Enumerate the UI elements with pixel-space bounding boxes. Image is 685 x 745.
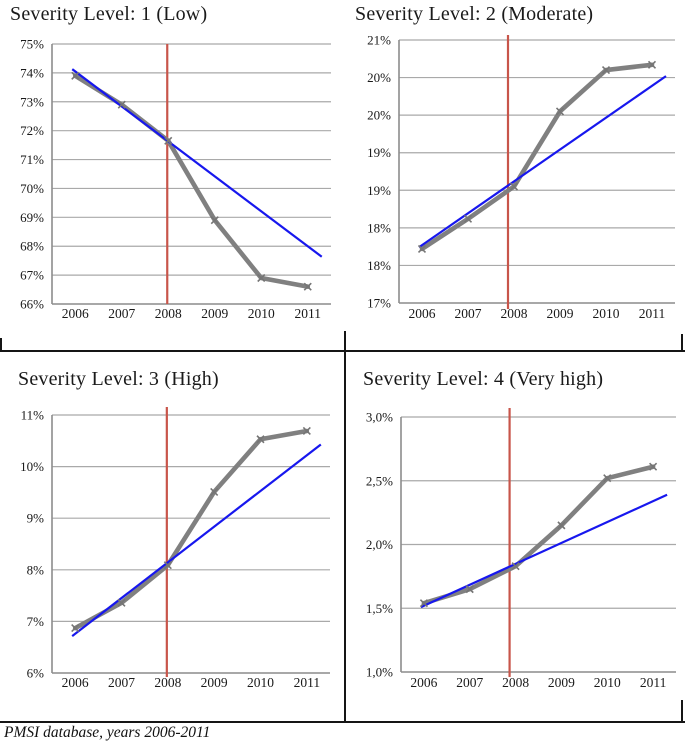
chart-title: Severity Level: 4 (Very high) [363,368,604,390]
svg-text:19%: 19% [367,145,391,160]
border-tick-right-bottom [681,700,683,723]
svg-text:18%: 18% [367,220,391,235]
chart-panel-severity-1: Severity Level: 1 (Low) 66% 67% 68% 69% 70% 7… [0,0,345,352]
svg-text:71%: 71% [20,152,44,167]
svg-text:19%: 19% [367,183,391,198]
svg-text:2009: 2009 [201,306,228,321]
svg-text:70%: 70% [20,181,44,196]
svg-text:10%: 10% [20,459,44,474]
border-tick-left [0,338,2,352]
figure-bottom-rule [0,721,685,723]
svg-text:2007: 2007 [455,306,482,321]
svg-text:17%: 17% [367,296,391,311]
svg-text:11%: 11% [21,408,45,423]
svg-text:2009: 2009 [201,675,228,690]
figure-caption: PMSI database, years 2006-2011 [4,724,211,741]
svg-text:20%: 20% [367,108,391,123]
svg-text:2006: 2006 [409,306,436,321]
svg-text:1,0%: 1,0% [366,665,393,680]
svg-text:2010: 2010 [247,675,274,690]
panel-divider-vertical [344,331,346,723]
chart-plot-severity-3: 6% 7% 8% 9% 10% 11% 2006 2007 2008 2009 2010 2011 [20,407,330,690]
chart-title: Severity Level: 3 (High) [18,368,219,390]
svg-text:2008: 2008 [502,675,529,690]
svg-text:2011: 2011 [294,675,321,690]
chart-plot-severity-2: 17% 18% 18% 19% 19% 20% 20% 21% 2006 2007 2008 2009… [367,33,675,321]
svg-text:2010: 2010 [594,675,621,690]
chart-panel-severity-3: Severity Level: 3 (High) 6% 7% 8% 9% 10% 11% 2… [0,352,345,723]
svg-text:2,5%: 2,5% [366,473,393,488]
svg-text:3,0%: 3,0% [366,410,393,425]
svg-text:21%: 21% [367,33,391,48]
svg-text:2006: 2006 [62,306,89,321]
svg-text:7%: 7% [27,614,45,629]
svg-text:68%: 68% [20,239,44,254]
svg-text:6%: 6% [27,666,45,681]
svg-text:2006: 2006 [62,675,89,690]
chart-plot-severity-4: 1,0% 1,5% 2,0% 2,5% 3,0% 2006 2007 2008 2009 2010… [366,408,676,690]
svg-text:2009: 2009 [548,675,575,690]
svg-text:73%: 73% [20,94,44,109]
svg-text:66%: 66% [20,297,44,312]
svg-text:2011: 2011 [295,306,322,321]
svg-text:2009: 2009 [547,306,574,321]
svg-text:2010: 2010 [248,306,275,321]
svg-text:2006: 2006 [410,675,437,690]
svg-text:18%: 18% [367,258,391,273]
svg-text:72%: 72% [20,123,44,138]
svg-text:20%: 20% [367,70,391,85]
svg-text:67%: 67% [20,268,44,283]
svg-text:74%: 74% [20,65,44,80]
border-tick-right-top [681,334,683,352]
panel-divider-horizontal-middle [0,350,685,352]
chart-panel-severity-2: Severity Level: 2 (Moderate) 17% 18% 18% 19… [345,0,685,352]
svg-text:2008: 2008 [154,675,181,690]
chart-title: Severity Level: 2 (Moderate) [355,3,594,25]
svg-text:2008: 2008 [501,306,528,321]
svg-text:75%: 75% [20,37,44,52]
svg-text:2008: 2008 [155,306,182,321]
chart-panel-severity-4: Severity Level: 4 (Very high) 1,0% 1,5% 2,… [345,352,685,723]
svg-text:2007: 2007 [108,306,135,321]
svg-text:2011: 2011 [639,306,666,321]
svg-text:69%: 69% [20,210,44,225]
chart-title: Severity Level: 1 (Low) [10,3,208,25]
svg-text:9%: 9% [27,511,45,526]
svg-text:2,0%: 2,0% [366,537,393,552]
svg-text:8%: 8% [27,562,45,577]
svg-text:1,5%: 1,5% [366,601,393,616]
svg-text:2007: 2007 [108,675,135,690]
svg-text:2007: 2007 [456,675,483,690]
svg-text:2010: 2010 [593,306,620,321]
chart-plot-severity-1: 66% 67% 68% 69% 70% 71% 72% 73% 74% 75% 2006 2007 20… [20,37,331,321]
svg-text:2011: 2011 [640,675,667,690]
